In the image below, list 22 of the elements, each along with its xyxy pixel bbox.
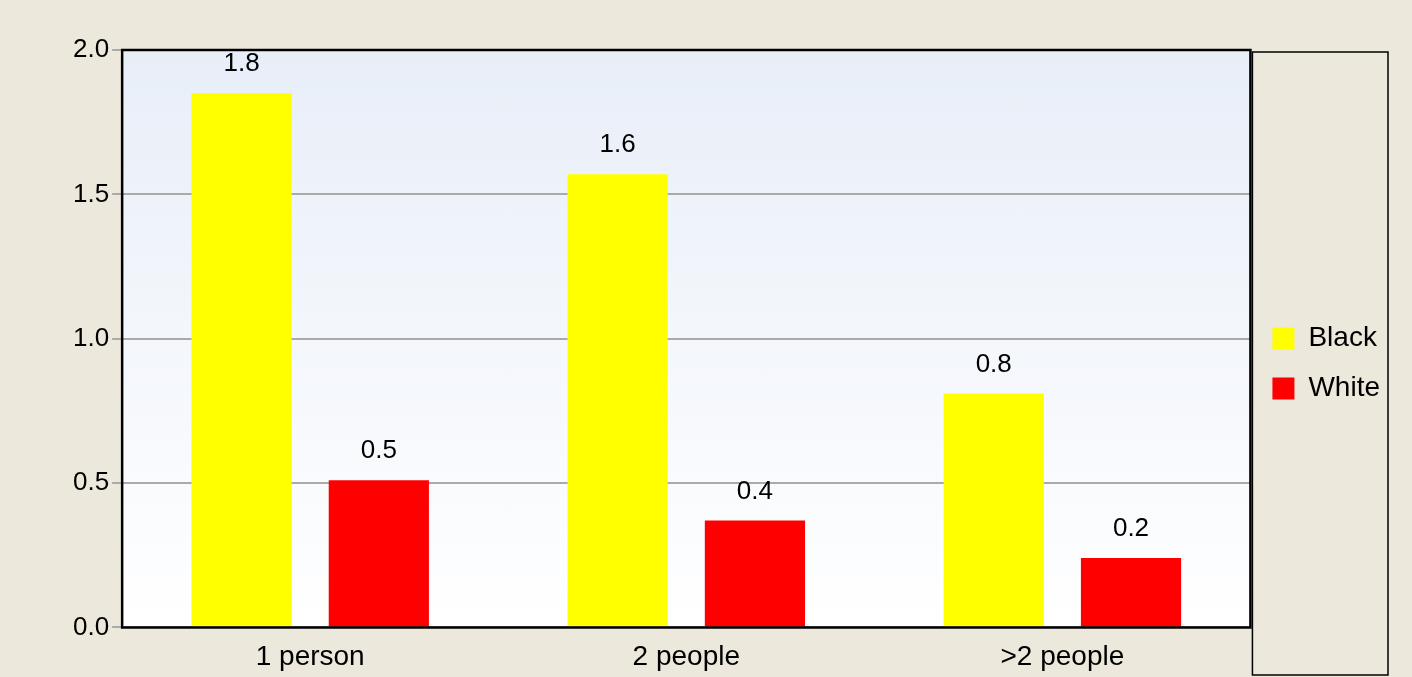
data-label: 0.4 xyxy=(736,474,773,505)
y-tick-label: 1.0 xyxy=(72,321,110,352)
bar xyxy=(704,520,806,627)
data-label: 1.6 xyxy=(599,128,636,159)
data-label: 1.8 xyxy=(223,47,260,78)
y-tick-label: 0.0 xyxy=(72,610,110,641)
y-tick-label: 1.5 xyxy=(72,177,110,208)
bar xyxy=(191,93,292,627)
x-tick-label: 2 people xyxy=(632,639,740,671)
y-tick-label: 2.0 xyxy=(72,33,110,64)
y-tick-label: 0.5 xyxy=(72,466,110,497)
x-tick-label: 1 person xyxy=(255,639,365,671)
bar xyxy=(567,174,668,627)
x-tick-label: >2 people xyxy=(1000,639,1125,671)
bar xyxy=(328,480,429,627)
data-label: 0.5 xyxy=(360,434,397,465)
data-label: 0.8 xyxy=(975,347,1012,378)
legend-label: Black xyxy=(1308,321,1378,353)
legend-label: White xyxy=(1308,371,1381,403)
bar xyxy=(1080,558,1182,627)
data-label: 0.2 xyxy=(1112,512,1150,543)
bar xyxy=(943,393,1044,627)
